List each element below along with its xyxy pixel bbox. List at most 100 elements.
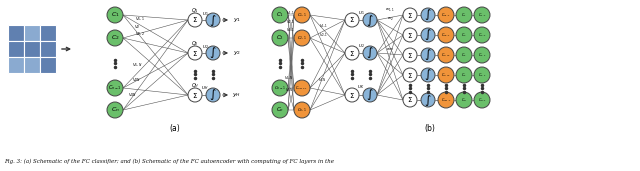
Text: $C_{n-1,1}$: $C_{n-1,1}$ (296, 84, 308, 92)
Text: $C_n$: $C_n$ (276, 106, 284, 114)
Text: $\Sigma$: $\Sigma$ (349, 49, 355, 57)
Circle shape (363, 13, 377, 27)
Text: $U_K$: $U_K$ (357, 83, 365, 91)
Circle shape (206, 13, 220, 27)
Circle shape (188, 88, 202, 102)
Text: $\int$: $\int$ (366, 12, 374, 28)
Text: $C_{1,1}$: $C_{1,1}$ (477, 11, 486, 19)
Text: $\int$: $\int$ (424, 68, 432, 82)
Text: $C_{a,m}$: $C_{a,m}$ (442, 51, 451, 59)
Circle shape (403, 93, 417, 107)
Circle shape (438, 7, 454, 23)
Text: $C_{n-1}$: $C_{n-1}$ (108, 84, 122, 93)
Circle shape (107, 102, 123, 118)
Text: $\int$: $\int$ (424, 8, 432, 23)
Circle shape (456, 7, 472, 23)
Text: $V_{1,1}$: $V_{1,1}$ (319, 22, 328, 30)
Circle shape (363, 46, 377, 60)
Text: $C_{1,1}$: $C_{1,1}$ (297, 11, 307, 19)
Text: $\Sigma$: $\Sigma$ (407, 30, 413, 40)
Text: $C_{k,1}$: $C_{k,1}$ (478, 71, 486, 79)
Text: $U_H$: $U_H$ (201, 84, 209, 92)
Text: $U_2$: $U_2$ (202, 43, 209, 51)
Text: $\Sigma$: $\Sigma$ (407, 70, 413, 80)
Text: Fig. 3: (a) Schematic of the FC classifier; and (b) Schematic of the FC autoenco: Fig. 3: (a) Schematic of the FC classifi… (4, 158, 334, 164)
Text: $w_{m}$: $w_{m}$ (386, 47, 394, 53)
Text: $C_{k,1}$: $C_{k,1}$ (478, 51, 486, 59)
Bar (24, 41, 40, 57)
Text: $C_1$: $C_1$ (111, 11, 120, 19)
Text: $C_1$: $C_1$ (276, 11, 284, 19)
Circle shape (188, 13, 202, 27)
Text: $C_{a2,1}$: $C_{a2,1}$ (441, 31, 451, 39)
Circle shape (456, 47, 472, 63)
Circle shape (294, 102, 310, 118)
Text: $C_{a1,1}$: $C_{a1,1}$ (441, 11, 451, 19)
Circle shape (206, 46, 220, 60)
Circle shape (107, 30, 123, 46)
Circle shape (403, 8, 417, 22)
Text: $C_{2,1}$: $C_{2,1}$ (477, 31, 486, 39)
Bar (40, 25, 56, 41)
Circle shape (188, 46, 202, 60)
Circle shape (206, 88, 220, 102)
Text: (a): (a) (170, 123, 180, 133)
Text: $U_1$: $U_1$ (358, 9, 364, 17)
Text: $V_{2,2}$: $V_{2,2}$ (135, 30, 145, 38)
Text: $\Sigma$: $\Sigma$ (407, 50, 413, 60)
Text: $C_{a,m}$: $C_{a,m}$ (442, 71, 451, 79)
Circle shape (474, 47, 490, 63)
Circle shape (421, 48, 435, 62)
Circle shape (421, 28, 435, 42)
Circle shape (456, 27, 472, 43)
Bar (40, 41, 56, 57)
Text: $\Sigma$: $\Sigma$ (407, 95, 413, 104)
Text: $V_{2,1}$: $V_{2,1}$ (286, 18, 296, 26)
Circle shape (474, 7, 490, 23)
Circle shape (363, 88, 377, 102)
Text: $C_{aM,1}$: $C_{aM,1}$ (441, 96, 451, 104)
Text: $\Sigma$: $\Sigma$ (192, 49, 198, 57)
Text: $U_1$: $U_1$ (202, 10, 209, 18)
Text: $\int$: $\int$ (366, 88, 374, 102)
Text: $w_{2}$: $w_{2}$ (387, 15, 394, 23)
Circle shape (272, 102, 288, 118)
Text: $y_1$: $y_1$ (233, 16, 241, 24)
Circle shape (421, 68, 435, 82)
Text: $Q_1$: $Q_1$ (191, 7, 199, 15)
Text: $C_N$: $C_N$ (461, 96, 467, 104)
Text: $V_{i,N}$: $V_{i,N}$ (317, 76, 326, 84)
Circle shape (421, 93, 435, 107)
Text: $V_{1,N}$: $V_{1,N}$ (284, 74, 294, 82)
Circle shape (345, 46, 359, 60)
Text: (b): (b) (424, 123, 435, 133)
Circle shape (438, 92, 454, 108)
Circle shape (438, 27, 454, 43)
Text: $C_2$: $C_2$ (461, 31, 467, 39)
Text: $\Sigma$: $\Sigma$ (349, 16, 355, 24)
Bar (8, 25, 24, 41)
Text: $y_2$: $y_2$ (233, 49, 241, 57)
Text: $V_{1,1}$: $V_{1,1}$ (135, 15, 145, 23)
Circle shape (438, 47, 454, 63)
Text: $\int$: $\int$ (209, 45, 217, 61)
Bar (8, 41, 24, 57)
Text: $\int$: $\int$ (209, 12, 217, 28)
Text: $\int$: $\int$ (424, 93, 432, 108)
Circle shape (403, 68, 417, 82)
Circle shape (107, 80, 123, 96)
Bar (24, 57, 40, 73)
Text: $C_2$: $C_2$ (111, 34, 119, 42)
Text: $Q_H$: $Q_H$ (191, 82, 199, 90)
Text: $w_{1,1}$: $w_{1,1}$ (385, 6, 395, 14)
Text: $Q_2$: $Q_2$ (191, 40, 199, 48)
Text: $\int$: $\int$ (209, 88, 217, 102)
Text: $V_{1,1}$: $V_{1,1}$ (286, 26, 296, 34)
Circle shape (345, 13, 359, 27)
Circle shape (474, 92, 490, 108)
Text: $C_1$: $C_1$ (461, 11, 467, 19)
Circle shape (272, 30, 288, 46)
Text: $C_2$: $C_2$ (276, 34, 284, 42)
Text: $C_{N,1}$: $C_{N,1}$ (477, 96, 486, 104)
Bar (24, 25, 40, 41)
